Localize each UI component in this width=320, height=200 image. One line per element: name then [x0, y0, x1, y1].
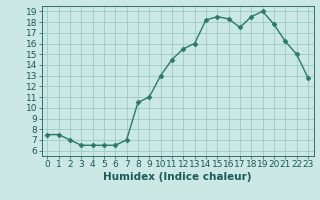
X-axis label: Humidex (Indice chaleur): Humidex (Indice chaleur)	[103, 172, 252, 182]
